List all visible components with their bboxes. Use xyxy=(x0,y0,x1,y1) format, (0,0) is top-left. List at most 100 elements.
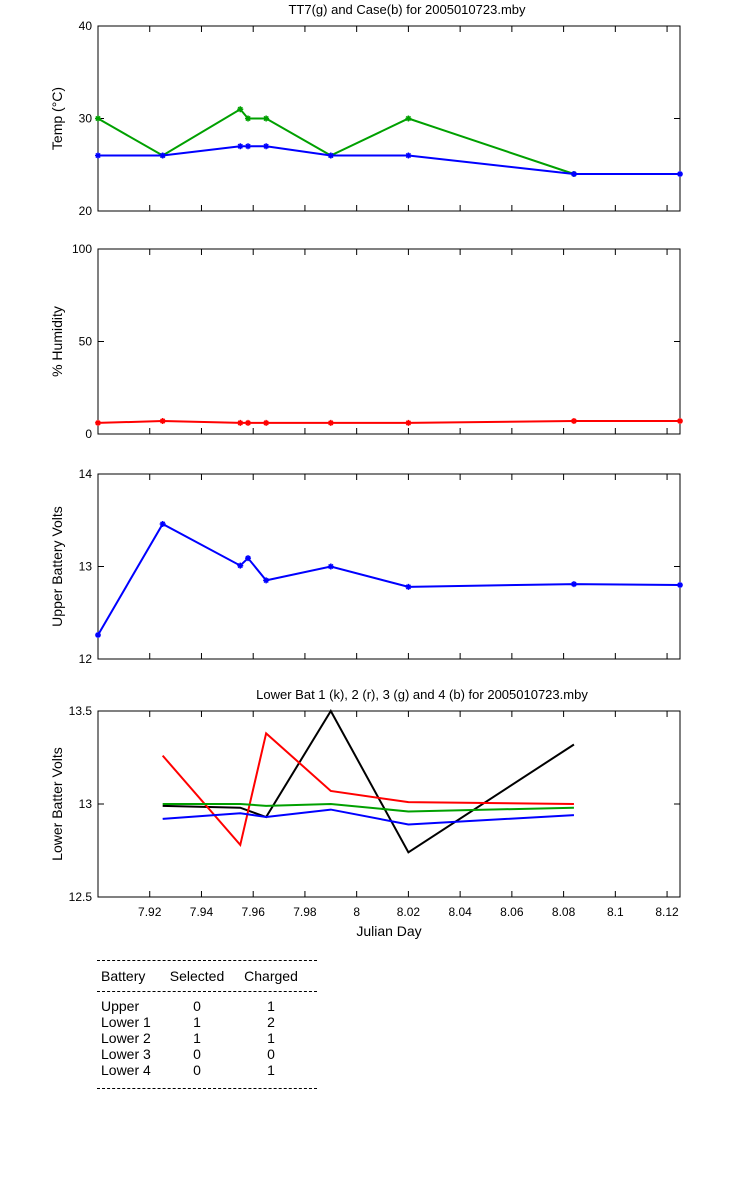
cell-battery: Lower 4 xyxy=(101,1062,151,1078)
header-battery: Battery xyxy=(101,968,146,984)
x-tick-label: 8.08 xyxy=(552,905,576,919)
x-tick-label: 8.04 xyxy=(448,905,472,919)
series-line-2 xyxy=(161,731,574,848)
data-point xyxy=(570,581,577,588)
x-tick-label: 7.92 xyxy=(138,905,162,919)
y-tick-label: 100 xyxy=(72,242,92,256)
data-point xyxy=(570,171,577,177)
series-line-4 xyxy=(162,808,575,826)
data-point xyxy=(327,152,334,159)
cell-battery: Lower 1 xyxy=(101,1014,151,1030)
cell-battery: Lower 2 xyxy=(101,1030,151,1046)
cell-charged: 0 xyxy=(267,1046,275,1062)
data-point xyxy=(95,631,101,638)
y-tick-label: 30 xyxy=(79,112,93,126)
plot-frame xyxy=(97,25,681,212)
data-point xyxy=(263,419,270,426)
chart-panel-4: 12.5 13 13.5 7.92 7.94 7.96 7.98 8 8.02 8.04 8.06 8… xyxy=(49,687,681,939)
data-point xyxy=(677,418,683,425)
data-point xyxy=(245,143,252,150)
series-line-1 xyxy=(162,709,575,854)
battery-table: Battery Selected Charged Upper 0 1 Lower… xyxy=(97,960,317,1089)
data-point xyxy=(405,583,412,590)
figure: 20 30 40 TT7(g) and Case(b) for 2005010723.… xyxy=(49,2,683,939)
table-row: Lower 3 0 0 xyxy=(97,1046,317,1062)
y-axis-label: Lower Batter Volts xyxy=(49,747,65,861)
cell-charged: 2 xyxy=(267,1014,275,1030)
table-header-divider xyxy=(97,991,317,992)
y-axis-label: Upper Battery Volts xyxy=(49,506,65,627)
cell-battery: Upper xyxy=(101,998,140,1014)
data-point xyxy=(237,419,244,426)
header-selected: Selected xyxy=(169,968,225,984)
table-top-divider xyxy=(97,960,317,961)
x-tick-label: 8 xyxy=(353,905,360,919)
table-row: Lower 2 1 1 xyxy=(97,1030,317,1046)
y-tick-label: 0 xyxy=(85,427,92,441)
data-point xyxy=(237,106,244,113)
series-line-2 xyxy=(98,145,680,175)
y-tick-label: 20 xyxy=(79,204,93,218)
data-point xyxy=(327,419,334,426)
header-charged: Charged xyxy=(244,968,298,984)
data-point xyxy=(405,419,412,426)
chart-panel-2: 0 50 100 % Humidity xyxy=(49,242,683,441)
data-point xyxy=(237,143,244,150)
cell-selected: 1 xyxy=(193,1030,201,1046)
x-tick-label: 7.94 xyxy=(190,905,214,919)
x-tick-label: 8.12 xyxy=(655,905,679,919)
table-bottom-divider xyxy=(97,1088,317,1089)
y-tick-label: 13.5 xyxy=(69,704,93,718)
cell-battery: Lower 3 xyxy=(101,1046,151,1062)
data-point xyxy=(677,171,683,177)
data-point xyxy=(159,418,166,425)
x-tick-label: 8.06 xyxy=(500,905,524,919)
plot-frame xyxy=(97,473,681,660)
x-tick-label: 7.98 xyxy=(293,905,317,919)
x-tick-label: 7.96 xyxy=(242,905,266,919)
y-tick-label: 50 xyxy=(79,335,93,349)
x-axis-label: Julian Day xyxy=(356,923,421,939)
data-point xyxy=(405,152,412,159)
y-tick-label: 13 xyxy=(79,797,93,811)
series-line-1 xyxy=(97,522,681,636)
y-tick-label: 40 xyxy=(79,19,93,33)
data-point xyxy=(263,115,270,122)
cell-charged: 1 xyxy=(267,998,275,1014)
data-point xyxy=(95,152,101,159)
data-point xyxy=(263,577,270,584)
plot-frame xyxy=(97,248,681,435)
data-point xyxy=(245,419,252,426)
y-axis-label: Temp (°C) xyxy=(49,87,65,150)
y-tick-label: 12 xyxy=(79,652,93,666)
y-axis-label: % Humidity xyxy=(49,306,65,377)
x-tick-label: 8.1 xyxy=(607,905,624,919)
data-point xyxy=(95,419,101,426)
cell-selected: 0 xyxy=(193,1062,201,1078)
data-point xyxy=(570,418,577,425)
table-row: Lower 4 0 1 xyxy=(97,1062,317,1078)
data-point xyxy=(159,152,166,159)
cell-selected: 0 xyxy=(193,998,201,1014)
cell-charged: 1 xyxy=(267,1062,275,1078)
cell-charged: 1 xyxy=(267,1030,275,1046)
data-point xyxy=(677,582,683,588)
series-line-1 xyxy=(97,420,680,424)
data-point xyxy=(245,115,252,122)
x-tick-label: 8.02 xyxy=(397,905,421,919)
y-tick-label: 13 xyxy=(79,560,93,574)
data-point xyxy=(95,115,101,122)
data-point xyxy=(405,115,412,122)
table-header-row: Battery Selected Charged xyxy=(97,961,317,991)
table-row: Upper 0 1 xyxy=(97,998,317,1014)
data-point xyxy=(245,555,252,562)
cell-selected: 1 xyxy=(193,1014,201,1030)
data-point xyxy=(327,563,334,570)
series-line-1 xyxy=(97,107,575,175)
y-tick-label: 12.5 xyxy=(69,890,93,904)
series-line-3 xyxy=(162,802,574,813)
data-point xyxy=(159,520,166,527)
y-tick-label: 14 xyxy=(79,467,93,481)
chart-panel-1: 20 30 40 TT7(g) and Case(b) for 2005010723.… xyxy=(49,2,683,218)
data-point xyxy=(237,562,244,569)
